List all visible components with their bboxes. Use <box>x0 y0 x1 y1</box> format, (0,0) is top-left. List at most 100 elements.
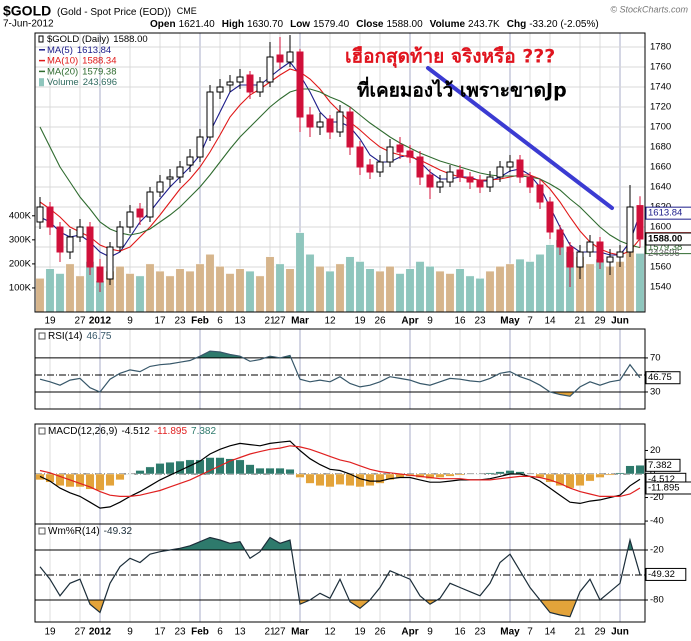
x-tick-label: 16 <box>454 316 466 327</box>
candle-body <box>46 206 54 228</box>
indicator-line <box>39 350 641 397</box>
candle-body <box>186 156 194 166</box>
x-tick-label: 21 <box>574 316 586 327</box>
volume-bar <box>285 268 295 313</box>
value-box-label: 1613.84 <box>648 208 682 219</box>
x-tick-label: 14 <box>544 316 556 327</box>
x-tick-label: Feb <box>191 316 209 327</box>
y-tick-label: 30 <box>650 386 661 397</box>
legend-icon <box>38 427 46 435</box>
y-tick-label: 400K <box>9 210 32 221</box>
x-tick-label: 27 <box>274 316 286 327</box>
histogram-bar <box>225 458 235 475</box>
volume-bar <box>395 273 405 313</box>
candle-body <box>436 181 444 188</box>
value-box-label: 243696 <box>648 248 680 259</box>
histogram-bar <box>115 473 125 481</box>
legend-icon <box>38 332 46 340</box>
histogram-bar <box>275 467 285 475</box>
histogram-bar <box>105 473 115 486</box>
volume-bar <box>525 261 535 313</box>
volume-bar <box>315 266 325 313</box>
x-tick-label: 19 <box>44 627 56 638</box>
instrument-name: (Gold - Spot Price (EOD)) <box>57 7 171 18</box>
quote-label: Low <box>290 19 310 30</box>
candle-body <box>116 226 124 248</box>
value-box <box>645 371 681 385</box>
quote-label: Open <box>150 19 176 30</box>
legend-value: -11.895 <box>154 426 188 437</box>
histogram-bar <box>635 465 645 475</box>
legend-value: 7.382 <box>191 426 216 437</box>
value-box <box>645 567 687 581</box>
candle-body <box>426 174 434 188</box>
panel-border <box>34 523 646 623</box>
quote-label: High <box>222 19 244 30</box>
volume-bar <box>115 266 125 313</box>
legend-value: 46.75 <box>86 331 111 342</box>
candle-body <box>256 81 264 93</box>
histogram-bar <box>135 470 145 475</box>
volume-bar <box>295 232 305 313</box>
value-box-label: 7.382 <box>648 460 672 471</box>
legend-swatch <box>39 78 44 87</box>
x-tick-label: Jun <box>611 316 629 327</box>
histogram-bar <box>125 473 135 475</box>
y-tick-label: 1600 <box>650 222 671 233</box>
candle-body <box>106 246 114 280</box>
histogram-bar <box>175 460 185 475</box>
volume-bar <box>65 263 75 313</box>
volume-bar <box>165 275 175 313</box>
volume-bar <box>415 261 425 313</box>
candle-body <box>546 201 554 233</box>
y-tick-label: 200K <box>9 258 32 269</box>
volume-bar <box>365 268 375 313</box>
candle-body <box>636 205 644 240</box>
legend-entry: MA(20) 1579.38 <box>47 66 117 77</box>
volume-bar <box>585 263 595 313</box>
volume-bar <box>135 275 145 313</box>
legend-name: RSI(14) <box>48 331 82 342</box>
volume-bar <box>275 263 285 313</box>
candle-body <box>86 226 94 268</box>
y-tick-label: 1760 <box>650 62 671 73</box>
histogram-bar <box>45 473 55 483</box>
volume-bar <box>615 261 625 313</box>
x-tick-label: 19 <box>354 316 366 327</box>
x-tick-label: 9 <box>127 316 133 327</box>
histogram-bar <box>85 473 95 490</box>
x-tick-label: 26 <box>374 316 386 327</box>
volume-bar <box>185 270 195 313</box>
volume-bar <box>495 266 505 313</box>
histogram-bar <box>465 473 475 475</box>
value-box <box>645 481 691 495</box>
x-tick-label: Mar <box>291 627 309 638</box>
candle-body <box>576 251 584 268</box>
value-box-label: 46.75 <box>648 372 672 383</box>
y-tick-label: -40 <box>650 516 664 527</box>
volume-bar <box>355 261 365 313</box>
indicator-line <box>39 536 641 618</box>
volume-bar <box>125 273 135 313</box>
candle-body <box>396 144 404 153</box>
panel-border <box>34 328 646 410</box>
x-tick-label: 13 <box>234 316 246 327</box>
x-tick-label: 23 <box>474 627 486 638</box>
exchange: CME <box>177 6 197 16</box>
x-tick-label: 23 <box>174 316 186 327</box>
legend-value: -4.512 <box>121 426 150 437</box>
x-tick-label: 17 <box>154 627 166 638</box>
volume-bar <box>155 270 165 313</box>
candle-body <box>366 164 374 173</box>
candle-body <box>306 114 314 128</box>
value-box-label: 1588.00 <box>648 234 682 245</box>
trend-arrow <box>426 66 614 210</box>
candle-body <box>286 51 294 63</box>
y-tick-label: 300K <box>9 234 32 245</box>
x-tick-label: 12 <box>324 316 336 327</box>
candle-body <box>216 86 224 93</box>
x-tick-label: 9 <box>127 627 133 638</box>
legend-name: MA(20) <box>47 66 78 77</box>
indicator-line <box>39 445 641 497</box>
